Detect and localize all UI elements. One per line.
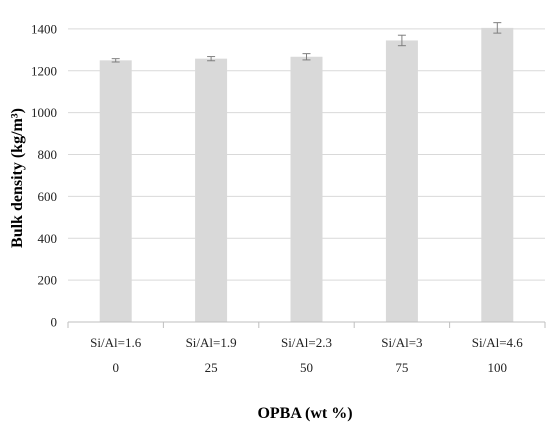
y-tick-label: 1000 xyxy=(31,105,57,120)
bar xyxy=(385,40,418,323)
error-bars xyxy=(111,22,502,63)
y-tick-label: 600 xyxy=(38,189,58,204)
x-tick-labels: Si/Al=1.6 0 Si/Al=1.9 25 Si/Al=2.3 50 Si/Al=3 7… xyxy=(90,335,523,375)
x-tick-label: Si/Al=3 xyxy=(381,335,422,350)
x-axis-title: OPBA (wt %) xyxy=(257,405,352,422)
bars xyxy=(99,27,514,323)
y-tick-label: 1400 xyxy=(31,21,57,36)
bar xyxy=(481,27,514,323)
bar xyxy=(99,60,132,322)
y-tick-label: 0 xyxy=(51,315,58,330)
x-secondary-tick-label: 25 xyxy=(205,360,218,375)
x-tick-label: Si/Al=2.3 xyxy=(281,335,332,350)
bar xyxy=(195,58,228,323)
x-secondary-tick-label: 50 xyxy=(300,360,313,375)
bar xyxy=(290,56,323,323)
y-axis-title: Bulk density (kg/m³) xyxy=(9,108,26,248)
y-tick-label: 800 xyxy=(38,147,58,162)
x-tick-label: Si/Al=1.6 xyxy=(90,335,142,350)
x-secondary-tick-label: 75 xyxy=(395,360,408,375)
y-tick-label: 400 xyxy=(38,231,58,246)
y-tick-labels: 0 200 400 600 800 1000 1200 1400 xyxy=(31,21,57,329)
x-tick-label: Si/Al=4.6 xyxy=(472,335,524,350)
x-secondary-tick-label: 100 xyxy=(488,360,508,375)
axes xyxy=(67,321,546,328)
x-secondary-tick-label: 0 xyxy=(112,360,119,375)
x-tick-label: Si/Al=1.9 xyxy=(186,335,237,350)
y-tick-label: 200 xyxy=(38,273,58,288)
y-tick-label: 1200 xyxy=(31,63,57,78)
